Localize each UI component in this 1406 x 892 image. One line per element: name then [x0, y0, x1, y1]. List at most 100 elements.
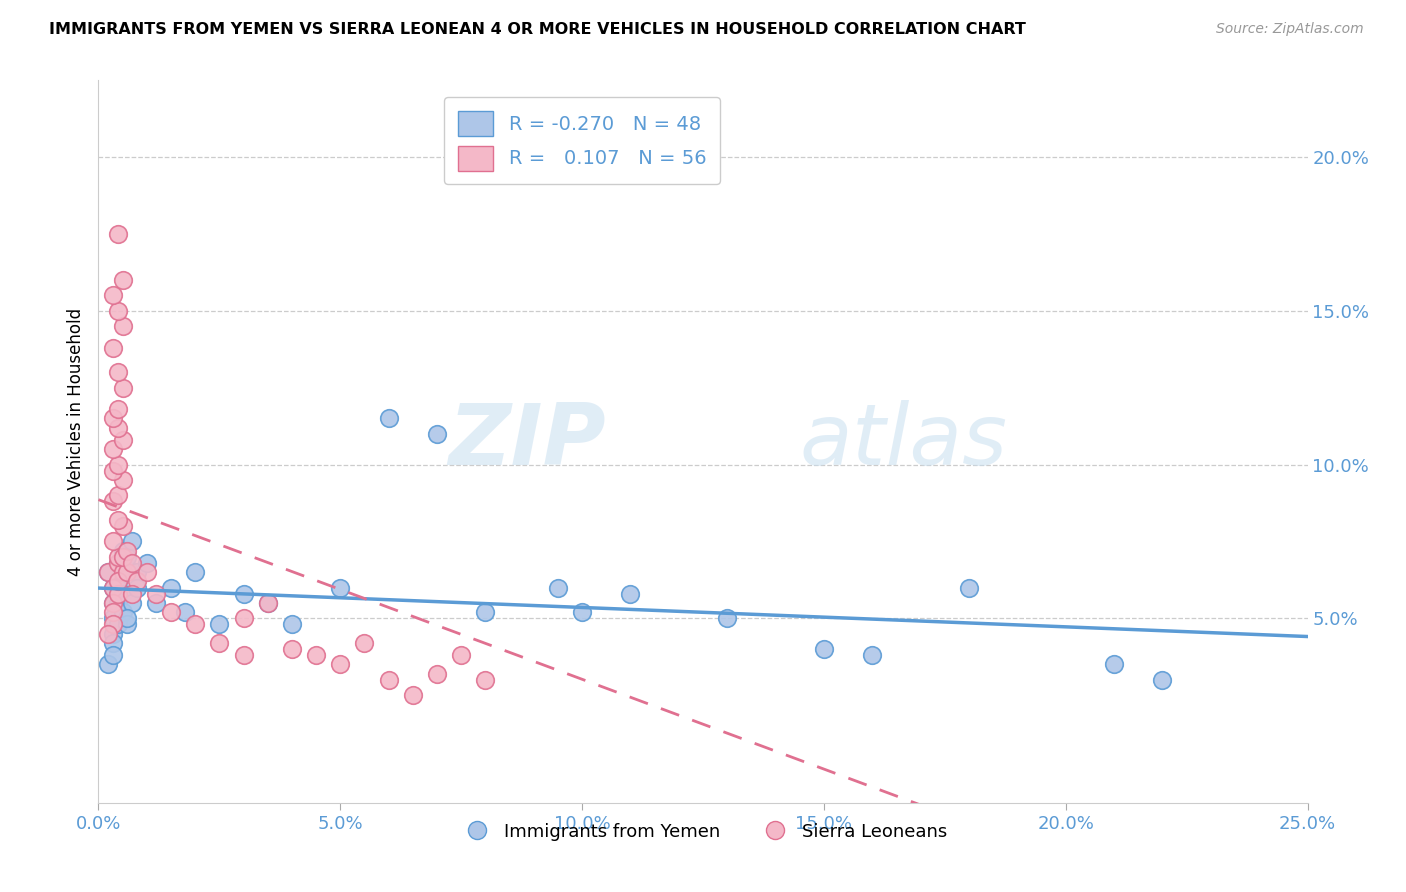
Point — [145, 596, 167, 610]
Point — [107, 488, 129, 502]
Point — [135, 556, 157, 570]
Point — [107, 581, 129, 595]
Point — [716, 611, 738, 625]
Point — [353, 636, 375, 650]
Point — [111, 543, 134, 558]
Text: Source: ZipAtlas.com: Source: ZipAtlas.com — [1216, 22, 1364, 37]
Point — [107, 617, 129, 632]
Point — [329, 657, 352, 672]
Text: atlas: atlas — [800, 400, 1008, 483]
Point — [101, 605, 124, 619]
Point — [160, 581, 183, 595]
Point — [101, 288, 124, 302]
Point — [121, 587, 143, 601]
Legend: Immigrants from Yemen, Sierra Leoneans: Immigrants from Yemen, Sierra Leoneans — [451, 815, 955, 848]
Point — [101, 617, 124, 632]
Point — [101, 648, 124, 663]
Point — [127, 574, 149, 589]
Point — [101, 596, 124, 610]
Point — [111, 565, 134, 579]
Point — [107, 596, 129, 610]
Point — [121, 556, 143, 570]
Point — [184, 565, 207, 579]
Point — [402, 688, 425, 702]
Point — [107, 574, 129, 589]
Point — [107, 402, 129, 417]
Point — [474, 673, 496, 687]
Point — [101, 581, 124, 595]
Point — [107, 587, 129, 601]
Point — [474, 605, 496, 619]
Point — [256, 596, 278, 610]
Point — [101, 494, 124, 508]
Point — [1152, 673, 1174, 687]
Point — [174, 605, 197, 619]
Point — [101, 464, 124, 478]
Point — [127, 581, 149, 595]
Point — [571, 605, 593, 619]
Point — [329, 581, 352, 595]
Point — [117, 543, 139, 558]
Point — [107, 420, 129, 434]
Point — [101, 636, 124, 650]
Point — [117, 611, 139, 625]
Point — [111, 605, 134, 619]
Point — [184, 617, 207, 632]
Point — [377, 411, 399, 425]
Point — [117, 549, 139, 564]
Point — [107, 227, 129, 241]
Point — [498, 165, 520, 179]
Point — [97, 657, 120, 672]
Point — [97, 626, 120, 640]
Point — [160, 605, 183, 619]
Point — [101, 596, 124, 610]
Text: IMMIGRANTS FROM YEMEN VS SIERRA LEONEAN 4 OR MORE VEHICLES IN HOUSEHOLD CORRELAT: IMMIGRANTS FROM YEMEN VS SIERRA LEONEAN … — [49, 22, 1026, 37]
Point — [107, 304, 129, 318]
Point — [101, 534, 124, 549]
Point — [547, 581, 569, 595]
Point — [121, 596, 143, 610]
Point — [135, 565, 157, 579]
Point — [426, 426, 449, 441]
Point — [426, 666, 449, 681]
Y-axis label: 4 or more Vehicles in Household: 4 or more Vehicles in Household — [66, 308, 84, 575]
Point — [111, 433, 134, 447]
Point — [101, 411, 124, 425]
Point — [111, 319, 134, 334]
Point — [232, 648, 254, 663]
Point — [281, 642, 304, 657]
Point — [208, 617, 231, 632]
Point — [97, 565, 120, 579]
Point — [619, 587, 641, 601]
Point — [111, 549, 134, 564]
Point — [107, 549, 129, 564]
Point — [111, 565, 134, 579]
Point — [101, 611, 124, 625]
Point — [107, 458, 129, 472]
Point — [111, 473, 134, 487]
Point — [97, 565, 120, 579]
Point — [111, 273, 134, 287]
Point — [256, 596, 278, 610]
Point — [101, 442, 124, 457]
Point — [813, 642, 835, 657]
Point — [860, 648, 883, 663]
Point — [111, 381, 134, 395]
Point — [101, 581, 124, 595]
Point — [107, 556, 129, 570]
Point — [107, 587, 129, 601]
Point — [450, 648, 472, 663]
Point — [232, 611, 254, 625]
Point — [377, 673, 399, 687]
Point — [145, 587, 167, 601]
Point — [281, 617, 304, 632]
Point — [101, 626, 124, 640]
Point — [111, 587, 134, 601]
Point — [107, 574, 129, 589]
Point — [111, 549, 134, 564]
Point — [232, 587, 254, 601]
Point — [117, 617, 139, 632]
Point — [305, 648, 328, 663]
Text: ZIP: ZIP — [449, 400, 606, 483]
Point — [208, 636, 231, 650]
